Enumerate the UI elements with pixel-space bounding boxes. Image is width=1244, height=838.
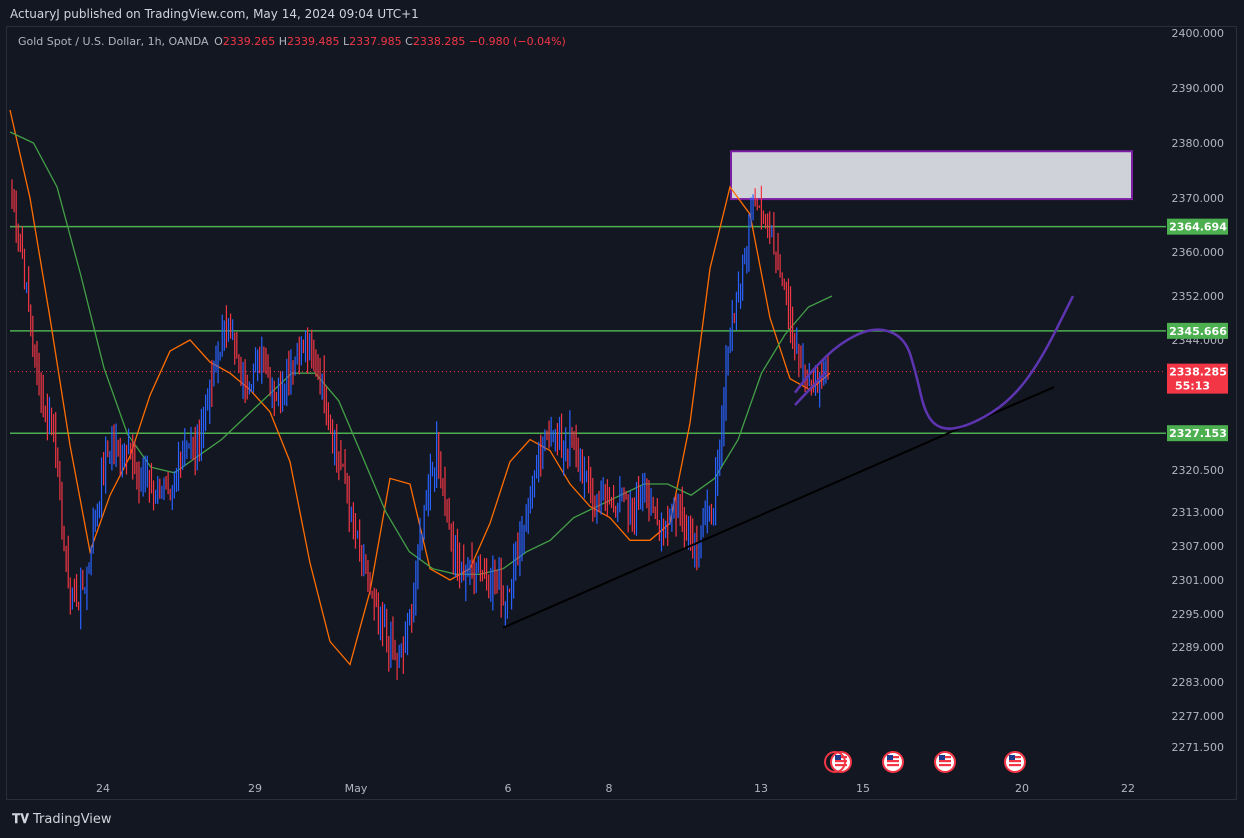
price-tick-label: 2301.000 — [1172, 574, 1225, 587]
price-tick-label: 2320.500 — [1172, 464, 1225, 477]
flag-stripe — [887, 764, 899, 767]
us-flag-event-icon-stacked — [824, 751, 846, 773]
us-flag-event-icon[interactable] — [830, 751, 852, 773]
close-value: 2338.285 — [412, 35, 466, 48]
level-price-tag-label: 2364.694 — [1169, 221, 1227, 234]
publish-header: ActuaryJ published on TradingView.com, M… — [0, 0, 1244, 26]
level-price-tag-label: 2327.153 — [1169, 427, 1227, 440]
price-tick-label: 2390.000 — [1172, 82, 1225, 95]
price-tick-label: 2313.000 — [1172, 506, 1225, 519]
price-tick-label: 2277.000 — [1172, 710, 1225, 723]
time-tick-label: 20 — [1015, 782, 1029, 795]
footer-bar — [0, 806, 1244, 838]
price-tick-label: 2352.000 — [1172, 290, 1225, 303]
level-price-tag — [1167, 322, 1228, 339]
us-flag-event-icon[interactable] — [882, 751, 904, 773]
countdown-label: 55:13 — [1175, 380, 1210, 393]
symbol-name: Gold Spot / U.S. Dollar, 1h, OANDA — [18, 35, 209, 48]
open-key: O — [214, 35, 223, 48]
time-tick-label: 13 — [754, 782, 768, 795]
price-tick-label: 2289.000 — [1172, 641, 1225, 654]
resistance-zone — [730, 150, 1133, 201]
price-tick-label: 2400.000 — [1172, 27, 1225, 40]
open-value: 2339.265 — [222, 35, 276, 48]
symbol-legend[interactable]: Gold Spot / U.S. Dollar, 1h, OANDA O2339… — [18, 35, 566, 48]
level-price-tag-label: 2345.666 — [1169, 325, 1227, 338]
low-value: 2337.985 — [349, 35, 402, 48]
level-price-tag — [1167, 425, 1228, 442]
flag-stripe — [939, 760, 951, 763]
low-key: L — [343, 35, 350, 48]
tradingview-logo[interactable]: 𝐓𝐕 TradingView — [12, 812, 112, 827]
price-tick-label: 2360.000 — [1172, 246, 1225, 259]
flag-stripe — [939, 764, 951, 767]
time-tick-label: 22 — [1121, 782, 1135, 795]
flag-stripe — [1009, 764, 1021, 767]
ema-fast-line — [9, 109, 831, 666]
projection-path — [794, 295, 1075, 430]
flag-canton — [887, 755, 893, 760]
time-tick-label: 6 — [505, 782, 512, 795]
moving-averages — [9, 109, 833, 666]
price-tick-label: 2370.000 — [1172, 192, 1225, 205]
flag-stripe — [835, 760, 847, 763]
tradingview-logo-icon: 𝐓𝐕 — [12, 812, 29, 827]
horizontal-levels — [10, 225, 1166, 434]
publish-info: ActuaryJ published on TradingView.com, M… — [10, 7, 419, 21]
resistance-zone-layer — [730, 150, 1133, 201]
time-axis: 24 29 May 6 8 13 15 20 22 — [96, 782, 1135, 795]
time-tick-label: May — [345, 782, 368, 795]
flag-stripe — [835, 764, 847, 767]
current-price-tag — [1167, 363, 1228, 394]
us-flag-event-icon[interactable] — [1004, 751, 1026, 773]
flag-canton — [835, 755, 841, 760]
trend-drawings — [502, 295, 1075, 629]
high-value: 2339.485 — [287, 35, 340, 48]
flag-canton — [939, 755, 945, 760]
ema-slow-line — [9, 131, 833, 575]
economic-events — [824, 751, 1026, 773]
tradingview-brand: TradingView — [33, 812, 112, 827]
price-tick-label: 2307.000 — [1172, 540, 1225, 553]
price-tick-label: 2295.000 — [1172, 608, 1225, 621]
current-price-tag-label: 2338.285 — [1169, 366, 1227, 379]
time-tick-label: 24 — [96, 782, 110, 795]
price-tick-label: 2380.000 — [1172, 137, 1225, 150]
price-axis: 2400.000 2390.000 2380.000 2370.000 2360.000… — [1167, 27, 1228, 754]
close-key: C — [405, 35, 413, 48]
time-tick-label: 15 — [856, 782, 870, 795]
time-tick-label: 8 — [606, 782, 613, 795]
us-flag-event-icon[interactable] — [934, 751, 956, 773]
high-key: H — [278, 35, 288, 48]
candlestick-series — [11, 179, 829, 681]
flag-stripe — [1009, 760, 1021, 763]
level-price-tag — [1167, 218, 1228, 235]
projection-start-leg — [794, 371, 827, 406]
time-tick-label: 29 — [248, 782, 262, 795]
price-tick-label: 2271.500 — [1172, 741, 1225, 754]
price-tick-label: 2283.000 — [1172, 676, 1225, 689]
change-value: −0.980 (−0.04%) — [468, 35, 566, 48]
flag-canton — [1009, 755, 1015, 760]
flag-stripe — [887, 760, 899, 763]
